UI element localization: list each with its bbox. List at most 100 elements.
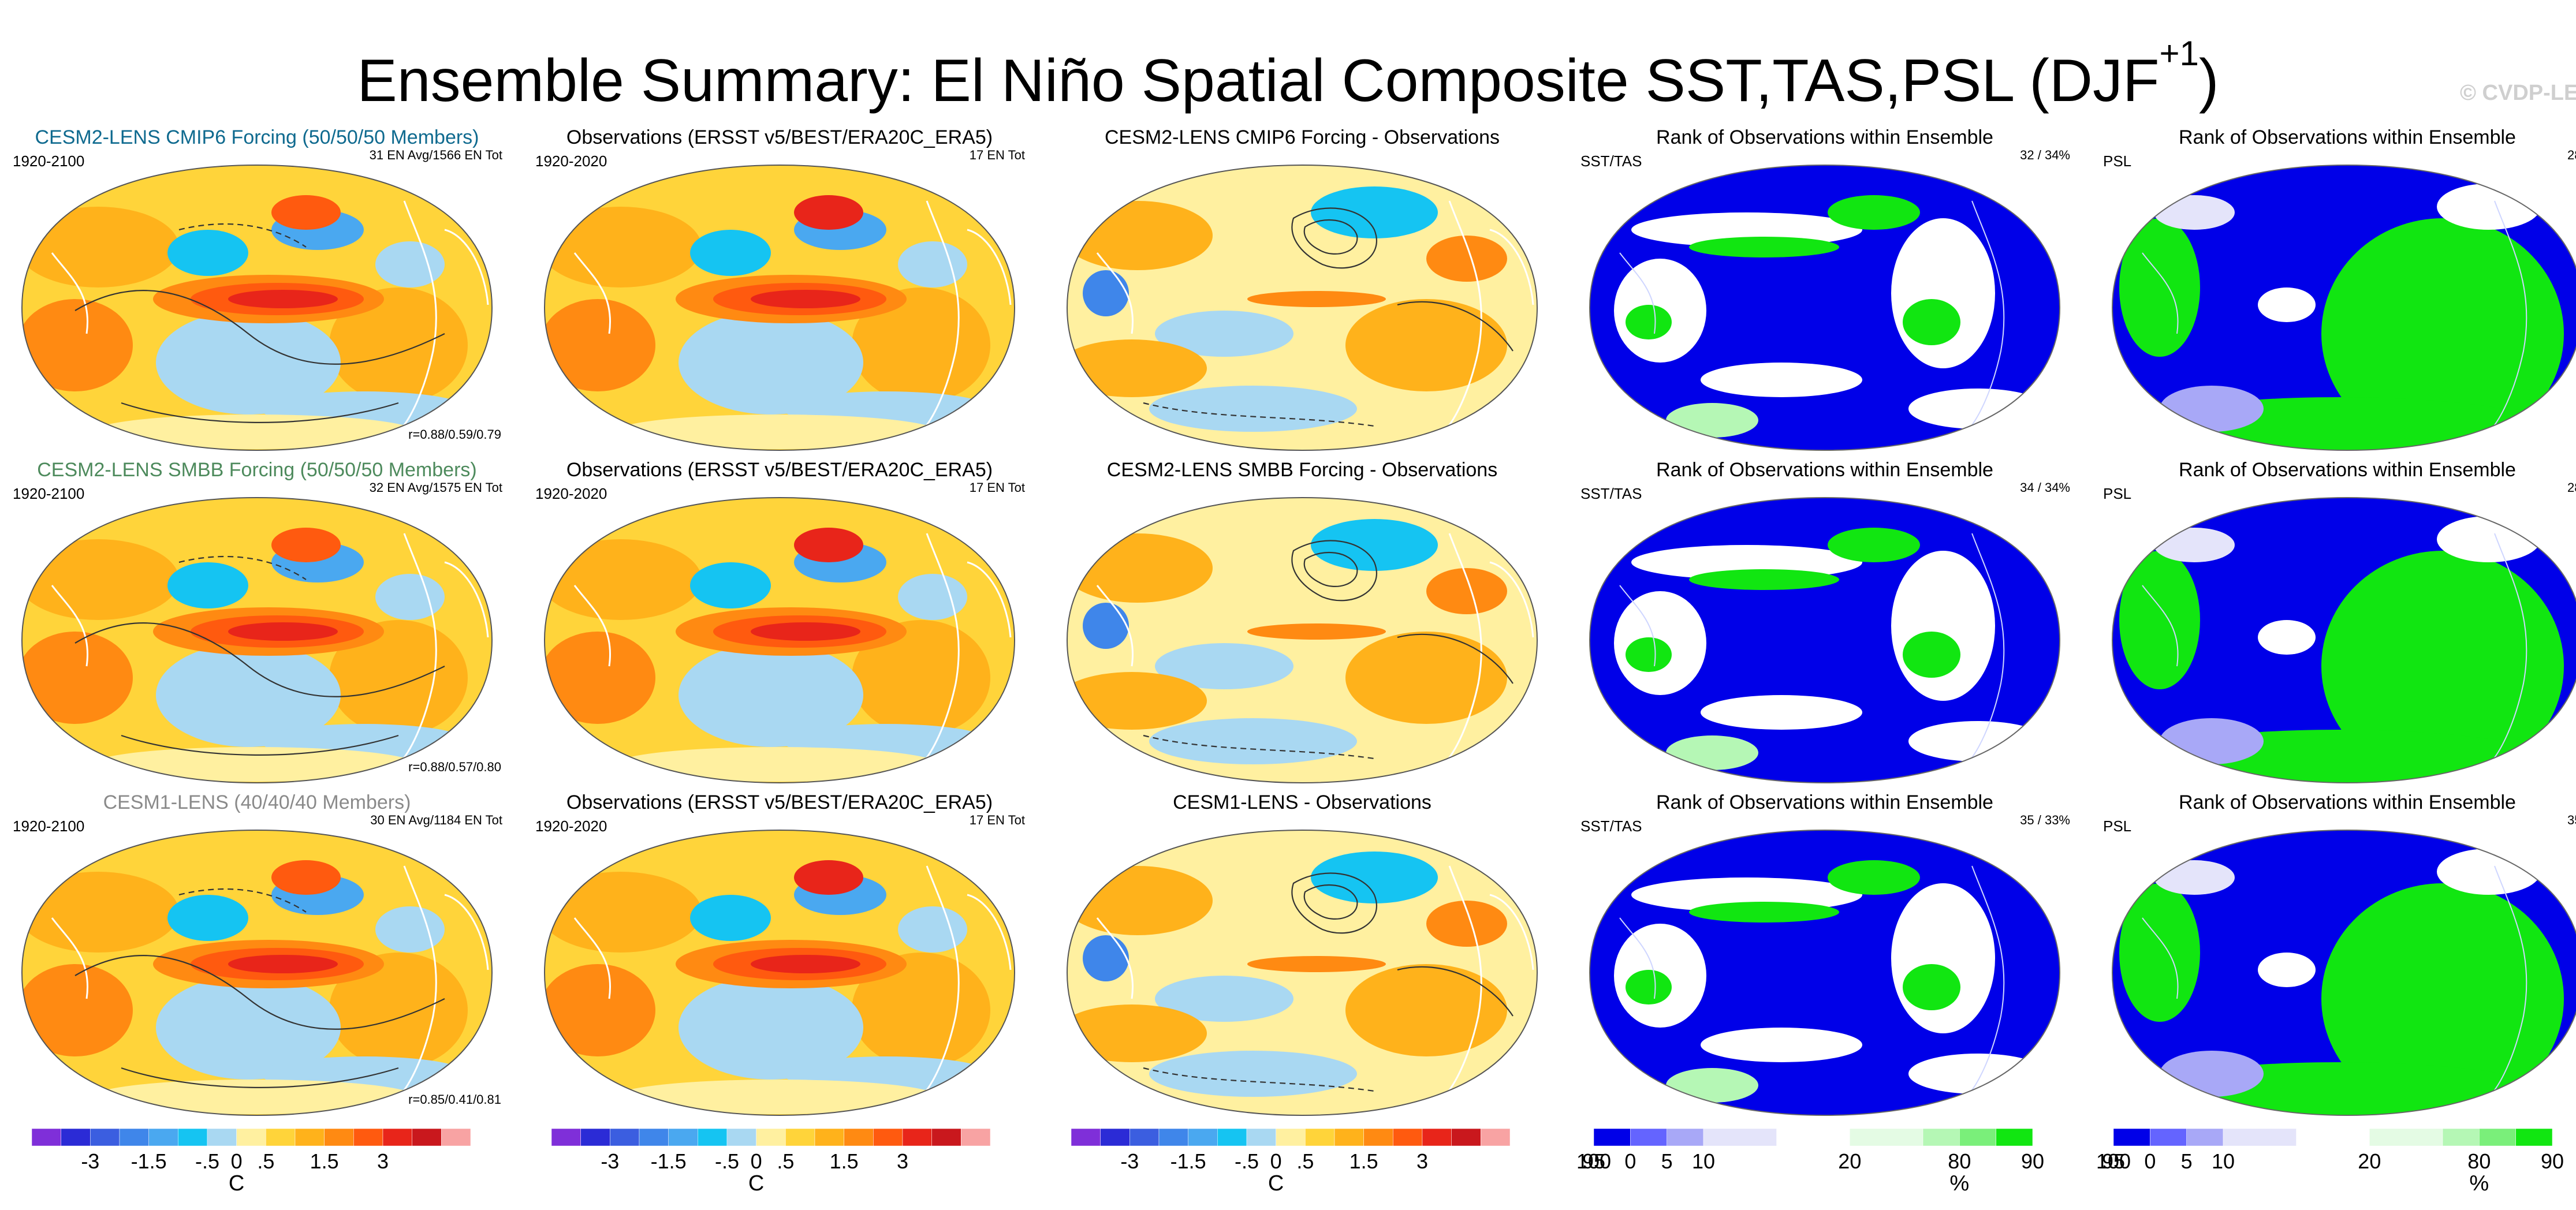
colorbar-swatch xyxy=(756,1129,786,1146)
colorbar-swatch xyxy=(1217,1129,1247,1146)
colorbar-tick-label: 1.5 xyxy=(310,1149,339,1173)
panel-title: CESM1-LENS (40/40/40 Members) xyxy=(103,791,411,813)
colorbar-tick-label: 80 xyxy=(2467,1149,2491,1173)
panel-title: Observations (ERSST v5/BEST/ERA20C_ERA5) xyxy=(566,126,993,148)
colorbar-tick-label: 95 xyxy=(2101,1149,2126,1173)
colorbar-tick-label: 0 xyxy=(230,1149,243,1173)
colorbar-tick-label: -1.5 xyxy=(650,1149,687,1173)
colorbar-tick-label: -3 xyxy=(1120,1149,1139,1173)
panel-title: Rank of Observations within Ensemble xyxy=(1656,126,1993,148)
panel-title: CESM2-LENS CMIP6 Forcing - Observations xyxy=(1105,126,1500,148)
map-panel-obs: Observations (ERSST v5/BEST/ERA20C_ERA5)… xyxy=(528,458,1031,787)
colorbar-tick-label: 80 xyxy=(1948,1149,1971,1173)
global-map xyxy=(1066,829,1538,1116)
count-label: 32 / 34% xyxy=(2020,148,2070,162)
colorbar-swatch xyxy=(324,1129,354,1146)
colorbar-swatch xyxy=(1188,1129,1218,1146)
colorbar-tick-label: -3 xyxy=(81,1149,100,1173)
colorbar-swatch xyxy=(698,1129,728,1146)
count-label: 31 EN Avg/1566 EN Tot xyxy=(369,148,502,162)
panel-title: Rank of Observations within Ensemble xyxy=(1656,459,1993,481)
map-panel-obs: Observations (ERSST v5/BEST/ERA20C_ERA5)… xyxy=(528,126,1031,455)
colorbar-swatch xyxy=(294,1129,325,1146)
colorbar-unit: C xyxy=(748,1171,765,1196)
colorbar-tick-label: .5 xyxy=(1296,1149,1314,1173)
colorbar-swatch xyxy=(1703,1129,1777,1146)
colorbar-swatch xyxy=(2150,1129,2187,1146)
count-label: 30 EN Avg/1184 EN Tot xyxy=(370,813,502,827)
count-label: 32 EN Avg/1575 EN Tot xyxy=(369,480,502,495)
colorbar-swatch xyxy=(178,1129,208,1146)
colorbar: 0 5 10 20 80 90 95 100% xyxy=(1576,1129,2056,1204)
colorbar-swatch xyxy=(382,1129,412,1146)
pattern-correlation: r=0.85/0.41/0.81 xyxy=(408,1092,501,1107)
map-panel-model: CESM2-LENS CMIP6 Forcing (50/50/50 Membe… xyxy=(6,126,508,455)
colorbar-swatch xyxy=(1594,1129,1631,1146)
colorbar-tick-label: .5 xyxy=(257,1149,275,1173)
colorbar-swatch xyxy=(2515,1129,2552,1146)
colorbar-tick-label: -1.5 xyxy=(1170,1149,1206,1173)
global-map xyxy=(2111,164,2576,451)
colorbar-swatch xyxy=(873,1129,903,1146)
colorbar-tick-label: -.5 xyxy=(195,1149,220,1173)
colorbar-swatch xyxy=(1100,1129,1130,1146)
map-panel-rank-psl: Rank of Observations within Ensemble PSL 2… xyxy=(2096,126,2576,455)
colorbar-swatch xyxy=(32,1129,61,1146)
colorbar-unit: % xyxy=(2469,1171,2489,1196)
map-panel-rank-sst: Rank of Observations within Ensemble SST/… xyxy=(1574,791,2076,1120)
map-panel-model: CESM1-LENS (40/40/40 Members) 1920-2100 30… xyxy=(6,791,508,1120)
colorbar-swatch xyxy=(639,1129,669,1146)
period-label: 1920-2100 xyxy=(13,485,85,502)
colorbar-swatch xyxy=(2296,1129,2370,1146)
colorbar-tick-label: 0 xyxy=(750,1149,762,1173)
colorbar-swatch xyxy=(441,1129,471,1146)
map-panel-diff: CESM2-LENS SMBB Forcing - Observations xyxy=(1051,458,1553,787)
count-label: 28% xyxy=(2567,480,2576,495)
colorbar-tick-label: 5 xyxy=(2180,1149,2193,1173)
colorbar-swatch xyxy=(1276,1129,1306,1146)
colorbar-swatch xyxy=(1630,1129,1667,1146)
colorbar-swatch xyxy=(119,1129,149,1146)
map-panel-rank-psl: Rank of Observations within Ensemble PSL 3… xyxy=(2096,791,2576,1120)
colorbar-swatch xyxy=(1305,1129,1335,1146)
count-label: 17 EN Tot xyxy=(969,813,1025,827)
colorbar-swatches xyxy=(551,1129,990,1146)
colorbar-swatch xyxy=(1363,1129,1393,1146)
variable-label: PSL xyxy=(2103,817,2132,835)
colorbar-tick-label: 0 xyxy=(2144,1149,2156,1173)
period-label: 1920-2100 xyxy=(13,817,85,835)
colorbar-swatch xyxy=(2186,1129,2224,1146)
colorbar-swatches xyxy=(32,1129,471,1146)
colorbar-swatch xyxy=(1922,1129,1960,1146)
variable-label: SST/TAS xyxy=(1580,152,1642,170)
colorbar-swatch xyxy=(1667,1129,1704,1146)
colorbar-tick-label: 100 xyxy=(2096,1149,2131,1173)
colorbar: -3 -1.5 -.5 0 .5 1.5 3 C xyxy=(32,1129,494,1204)
colorbar-swatch xyxy=(266,1129,296,1146)
colorbar-swatch xyxy=(148,1129,178,1146)
colorbar-swatch xyxy=(1071,1129,1101,1146)
panel-title: CESM2-LENS CMIP6 Forcing (50/50/50 Membe… xyxy=(35,126,479,148)
map-panel-rank-sst: Rank of Observations within Ensemble SST/… xyxy=(1574,126,2076,455)
colorbar-swatches xyxy=(2113,1129,2552,1146)
colorbar-swatch xyxy=(1776,1129,1850,1146)
period-label: 1920-2020 xyxy=(535,485,607,502)
colorbar-swatch xyxy=(207,1129,237,1146)
colorbar-swatch xyxy=(844,1129,874,1146)
colorbar-tick-label: 3 xyxy=(1416,1149,1429,1173)
colorbar-tick-label: 10 xyxy=(1691,1149,1716,1173)
global-map xyxy=(1589,496,2061,784)
period-label: 1920-2020 xyxy=(535,817,607,835)
colorbar-swatch xyxy=(353,1129,383,1146)
colorbar-swatch xyxy=(551,1129,581,1146)
watermark: © CVDP-LE xyxy=(2460,81,2576,105)
panel-title: CESM2-LENS SMBB Forcing (50/50/50 Member… xyxy=(37,459,477,481)
colorbar-swatch xyxy=(1158,1129,1188,1146)
colorbar-swatch xyxy=(2223,1129,2297,1146)
colorbar-tick-label: -3 xyxy=(601,1149,620,1173)
colorbar-swatch xyxy=(610,1129,640,1146)
global-map xyxy=(21,829,493,1116)
colorbar-swatch xyxy=(1334,1129,1364,1146)
map-panel-rank-psl: Rank of Observations within Ensemble PSL 2… xyxy=(2096,458,2576,787)
colorbar-swatch xyxy=(814,1129,844,1146)
